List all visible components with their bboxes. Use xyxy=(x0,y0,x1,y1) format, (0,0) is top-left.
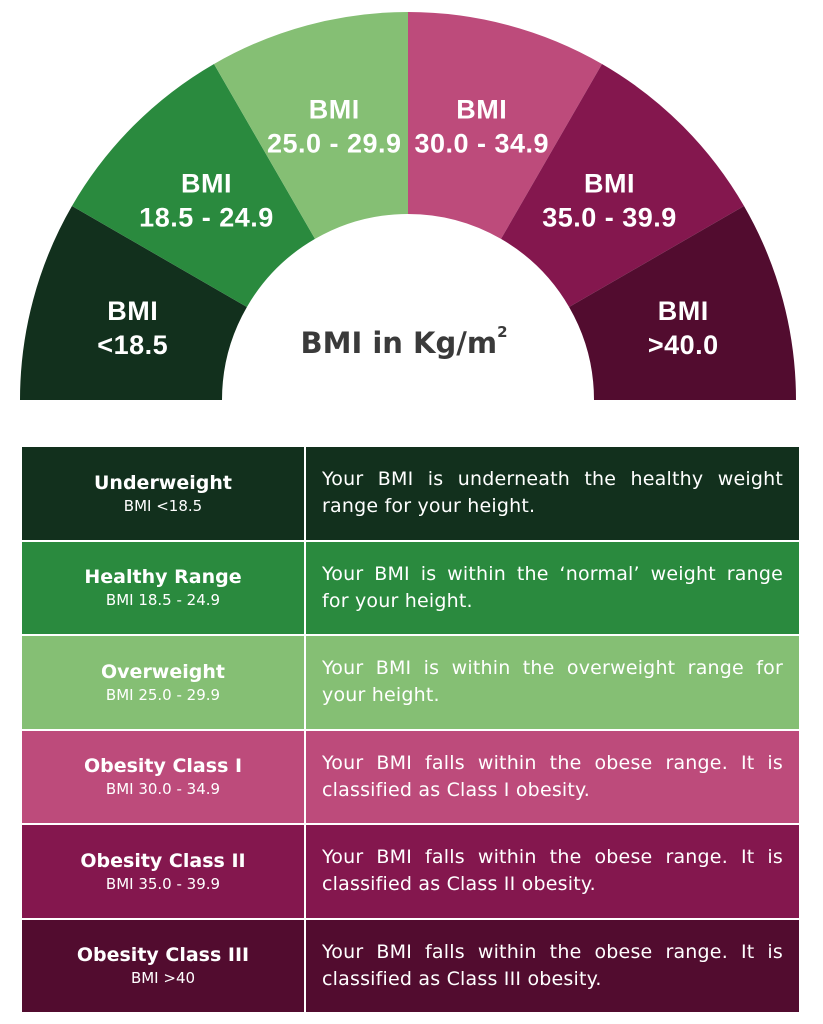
gauge-segment-label: BMI 35.0 - 39.9 xyxy=(542,168,677,232)
gauge-segment xyxy=(501,63,745,307)
description-cell: Your BMI falls within the obese range. I… xyxy=(304,728,801,825)
gauge-segment-label: BMI >40.0 xyxy=(648,296,719,360)
table-row: Overweight BMI 25.0 - 29.9 Your BMI is w… xyxy=(20,634,801,731)
gauge-segment xyxy=(408,12,602,239)
gauge-segment-label: BMI 30.0 - 34.9 xyxy=(414,95,549,159)
table-row: Obesity Class II BMI 35.0 - 39.9 Your BM… xyxy=(20,823,801,920)
gauge-base-mask xyxy=(0,400,823,420)
gauge-center-label: BMI in Kg/m2 xyxy=(300,323,507,360)
category-cell: Obesity Class II BMI 35.0 - 39.9 xyxy=(20,823,306,920)
gauge-segment xyxy=(569,206,796,400)
table-row: Obesity Class III BMI >40 Your BMI falls… xyxy=(20,917,801,1014)
category-name: Healthy Range xyxy=(84,566,242,589)
gauge-segment xyxy=(214,12,408,239)
description-cell: Your BMI falls within the obese range. I… xyxy=(304,917,801,1014)
table-row: Underweight BMI <18.5 Your BMI is undern… xyxy=(20,445,801,542)
gauge-segment-label: BMI 25.0 - 29.9 xyxy=(267,95,402,159)
category-description: Your BMI falls within the obese range. I… xyxy=(322,751,783,801)
category-description: Your BMI falls within the obese range. I… xyxy=(322,940,783,990)
table-row: Obesity Class I BMI 30.0 - 34.9 Your BMI… xyxy=(20,728,801,825)
gauge-segment-label: BMI 18.5 - 24.9 xyxy=(139,168,274,232)
category-range: BMI 35.0 - 39.9 xyxy=(105,874,221,893)
category-cell: Overweight BMI 25.0 - 29.9 xyxy=(20,634,306,731)
category-cell: Healthy Range BMI 18.5 - 24.9 xyxy=(20,539,306,636)
category-description: Your BMI is underneath the healthy weigh… xyxy=(322,468,783,518)
table-row: Healthy Range BMI 18.5 - 24.9 Your BMI i… xyxy=(20,539,801,636)
category-cell: Obesity Class III BMI >40 xyxy=(20,917,306,1014)
category-cell: Obesity Class I BMI 30.0 - 34.9 xyxy=(20,728,306,825)
gauge-segment xyxy=(20,206,247,400)
category-cell: Underweight BMI <18.5 xyxy=(20,445,306,542)
description-cell: Your BMI falls within the obese range. I… xyxy=(304,823,801,920)
category-description: Your BMI is within the overweight range … xyxy=(322,657,783,707)
gauge-segment xyxy=(71,63,315,307)
category-range: BMI >40 xyxy=(130,969,196,988)
description-cell: Your BMI is within the ‘normal’ weight r… xyxy=(304,539,801,636)
category-description: Your BMI is within the ‘normal’ weight r… xyxy=(322,562,783,612)
category-name: Overweight xyxy=(101,660,225,683)
category-range: BMI 18.5 - 24.9 xyxy=(105,591,221,610)
category-range: BMI <18.5 xyxy=(123,496,203,515)
category-name: Obesity Class I xyxy=(83,755,243,778)
category-name: Obesity Class II xyxy=(80,849,246,872)
bmi-category-table: Underweight BMI <18.5 Your BMI is undern… xyxy=(20,445,801,1014)
category-range: BMI 25.0 - 29.9 xyxy=(105,685,221,704)
category-name: Underweight xyxy=(94,471,232,494)
description-cell: Your BMI is underneath the healthy weigh… xyxy=(304,445,801,542)
category-description: Your BMI falls within the obese range. I… xyxy=(322,846,783,896)
gauge-segment-label: BMI <18.5 xyxy=(97,296,168,360)
description-cell: Your BMI is within the overweight range … xyxy=(304,634,801,731)
category-name: Obesity Class III xyxy=(76,944,250,967)
category-range: BMI 30.0 - 34.9 xyxy=(105,780,221,799)
